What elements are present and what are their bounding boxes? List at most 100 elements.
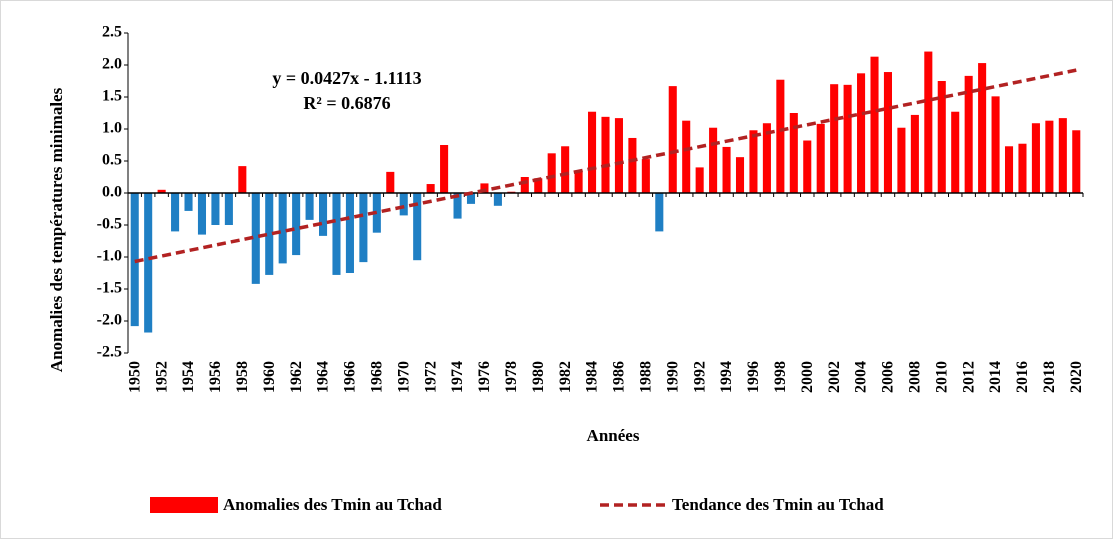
legend-label: Anomalies des Tmin au Tchad	[223, 495, 442, 514]
bar	[1004, 146, 1014, 193]
y-tick-label: 2.0	[102, 56, 122, 73]
y-tick-label: 0.5	[102, 152, 122, 169]
bar	[359, 193, 368, 263]
x-tick-label: 1982	[557, 361, 574, 393]
bar	[789, 113, 798, 193]
bar	[883, 72, 892, 193]
bar	[238, 166, 247, 193]
bar	[1045, 120, 1054, 193]
bar	[561, 146, 570, 193]
bar	[278, 193, 287, 264]
bar	[144, 193, 153, 333]
bar	[722, 146, 731, 193]
x-tick-label: 1972	[422, 361, 439, 393]
y-tick-label: 0.0	[102, 184, 122, 201]
x-tick-label: 1966	[342, 361, 359, 393]
bar	[695, 167, 704, 193]
bar	[762, 123, 771, 193]
bar	[964, 75, 973, 193]
x-tick-label: 1988	[638, 361, 655, 393]
y-tick-label: 2.5	[102, 24, 122, 41]
x-tick-label: 2020	[1068, 361, 1085, 393]
x-tick-label: 1986	[611, 361, 628, 393]
bar	[534, 178, 543, 193]
bar	[453, 193, 462, 219]
bar	[1031, 123, 1040, 193]
x-tick-label: 2008	[907, 361, 924, 393]
bar	[211, 193, 220, 225]
bar	[655, 193, 664, 232]
bar	[749, 130, 758, 193]
bar	[614, 118, 623, 193]
bar	[332, 193, 341, 275]
bar	[991, 96, 1000, 193]
bar	[305, 193, 314, 220]
y-tick-label: 1.5	[102, 88, 122, 105]
bar	[830, 84, 839, 193]
bar	[386, 171, 395, 193]
bar	[265, 193, 274, 275]
x-axis-label: Années	[587, 426, 640, 445]
y-tick-label: -2.0	[97, 312, 122, 329]
bar	[870, 56, 879, 194]
bar	[547, 153, 556, 193]
bar	[345, 193, 354, 273]
bar	[682, 120, 691, 193]
y-tick-label: -1.0	[97, 248, 122, 265]
x-tick-label: 1956	[207, 361, 224, 393]
bar	[588, 111, 597, 193]
x-tick-label: 2006	[880, 361, 897, 393]
x-tick-label: 2012	[960, 361, 977, 393]
bar	[1018, 143, 1027, 193]
bar	[171, 193, 180, 232]
x-tick-label: 1998	[772, 361, 789, 393]
x-tick-label: 1974	[449, 361, 466, 393]
bar	[520, 177, 529, 193]
bar	[493, 193, 502, 206]
bar	[224, 193, 233, 225]
x-tick-label: 1980	[530, 361, 547, 393]
bar	[937, 81, 946, 193]
bar	[816, 123, 825, 193]
y-tick-label: -2.5	[97, 344, 122, 361]
bar	[924, 51, 933, 194]
bar	[292, 193, 301, 256]
bar	[440, 145, 449, 193]
x-tick-label: 1992	[691, 361, 708, 393]
bar	[951, 111, 960, 193]
trend-line	[134, 68, 1077, 264]
x-tick-label: 2004	[853, 361, 870, 393]
bar	[857, 73, 866, 193]
bar	[776, 79, 785, 193]
x-tick-label: 2014	[987, 361, 1004, 393]
legend-label: Tendance des Tmin au Tchad	[672, 495, 884, 514]
x-tick-label: 1996	[745, 361, 762, 393]
x-tick-label: 1964	[315, 361, 332, 393]
x-tick-label: 1978	[503, 361, 520, 393]
bar	[184, 193, 193, 211]
bar	[399, 193, 408, 216]
bar	[413, 193, 422, 261]
bar	[319, 193, 328, 236]
x-tick-label: 1960	[261, 361, 278, 393]
bar	[803, 140, 812, 193]
annotation: R² = 0.6876	[303, 93, 390, 113]
x-tick-label: 1970	[395, 361, 412, 393]
bar	[251, 193, 260, 284]
bar	[910, 114, 919, 193]
bar	[197, 193, 207, 235]
annotation: y = 0.0427x - 1.1113	[272, 68, 421, 88]
x-tick-label: 2002	[826, 361, 843, 393]
x-tick-label: 1990	[664, 361, 681, 393]
x-tick-label: 2010	[933, 361, 950, 393]
x-tick-label: 1968	[369, 361, 386, 393]
bar	[130, 193, 139, 327]
bar	[480, 183, 489, 193]
bar	[978, 63, 987, 193]
bar	[628, 137, 637, 193]
bar	[466, 193, 476, 204]
bar	[1072, 130, 1081, 193]
x-tick-label: 1954	[180, 361, 197, 393]
x-tick-label: 2000	[799, 361, 816, 393]
